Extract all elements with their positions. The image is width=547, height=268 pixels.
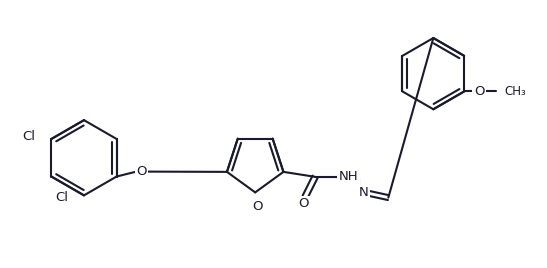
Text: NH: NH (339, 170, 358, 183)
Text: Cl: Cl (55, 191, 68, 204)
Text: O: O (252, 200, 263, 213)
Text: CH₃: CH₃ (505, 85, 527, 98)
Text: O: O (136, 165, 147, 178)
Text: O: O (298, 197, 309, 210)
Text: Cl: Cl (22, 131, 36, 143)
Text: O: O (474, 85, 484, 98)
Text: N: N (359, 186, 368, 199)
